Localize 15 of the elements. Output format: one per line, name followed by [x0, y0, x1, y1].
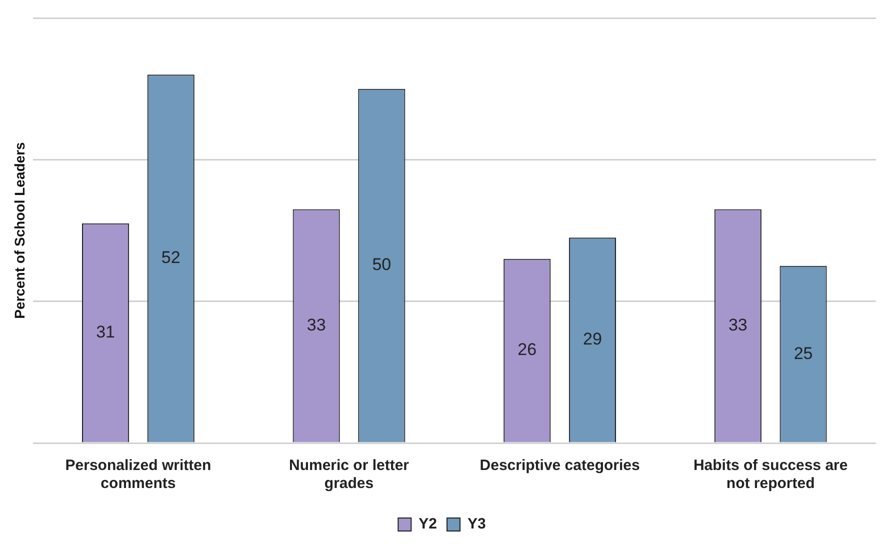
data-label: 29 [583, 330, 602, 349]
x-tick-label: Numeric or letter grades [288, 457, 410, 492]
legend-label: Y2 [418, 516, 438, 533]
data-label: 52 [161, 248, 180, 268]
data-label: 33 [306, 315, 326, 334]
x-tick-label: Personalized written comments [65, 457, 212, 492]
data-label: 26 [518, 340, 537, 360]
data-label: 31 [96, 322, 115, 342]
data-label: 33 [728, 315, 748, 334]
y-axis-title: Percent of School Leaders [11, 142, 28, 319]
data-label: 50 [372, 255, 392, 274]
legend-label: Y3 [468, 516, 486, 533]
x-tick-label: Habits of success are not reported [693, 457, 848, 492]
data-label: 25 [794, 344, 813, 363]
x-tick-label: Descriptive categories [480, 457, 640, 474]
